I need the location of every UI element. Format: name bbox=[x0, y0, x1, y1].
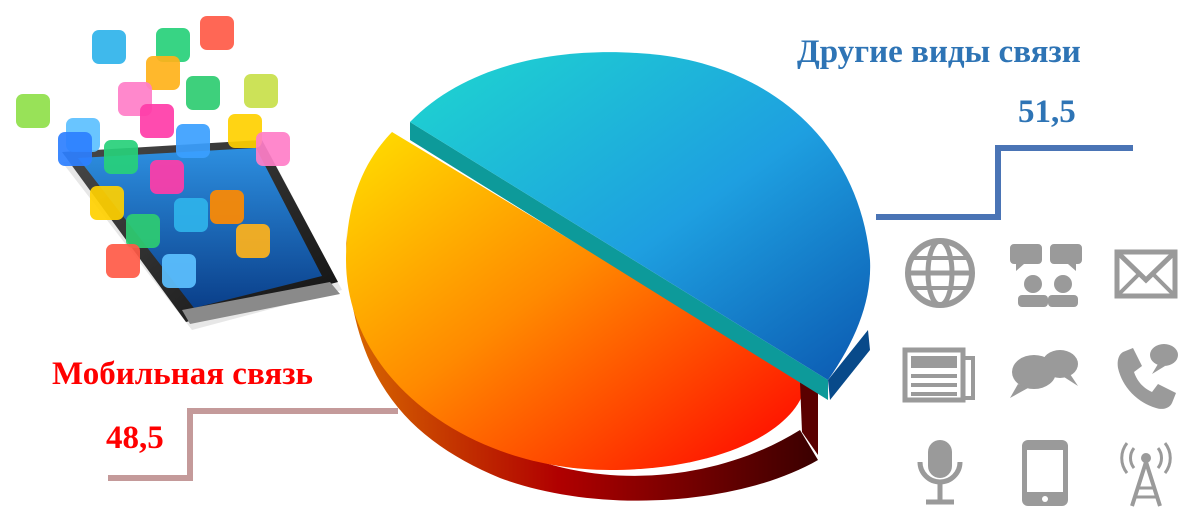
smartphone-illustration bbox=[16, 16, 342, 330]
people-talking-icon bbox=[1010, 244, 1082, 307]
app-tile-icon bbox=[150, 160, 184, 194]
app-tile-icon bbox=[256, 132, 290, 166]
app-tile-icon bbox=[104, 140, 138, 174]
slice-label-mobile: Мобильная связь bbox=[52, 356, 313, 392]
slice-label-other: Другие виды связи bbox=[797, 34, 1081, 70]
globe-icon bbox=[905, 238, 975, 308]
mobile-phone-icon bbox=[1022, 440, 1068, 506]
app-tile-icon bbox=[92, 30, 126, 64]
phone-call-icon bbox=[1117, 344, 1178, 409]
envelope-icon bbox=[1114, 249, 1178, 299]
app-tile-icon bbox=[186, 76, 220, 110]
app-tile-icon bbox=[200, 16, 234, 50]
app-tile-icon bbox=[140, 104, 174, 138]
leader-line-other bbox=[876, 145, 1133, 220]
app-tile-icon bbox=[106, 244, 140, 278]
slice-value-other: 51,5 bbox=[1018, 94, 1076, 130]
leader-line-mobile bbox=[108, 408, 398, 481]
radio-tower-icon bbox=[1120, 442, 1172, 507]
app-tile-icon bbox=[16, 94, 50, 128]
pie-slice-other bbox=[410, 52, 871, 400]
microphone-icon bbox=[917, 440, 963, 505]
app-tile-icon bbox=[174, 198, 208, 232]
app-tile-icon bbox=[176, 124, 210, 158]
pie-chart bbox=[346, 52, 871, 501]
chat-bubbles-icon bbox=[1010, 350, 1078, 398]
app-tile-icon bbox=[210, 190, 244, 224]
slice-value-mobile: 48,5 bbox=[106, 420, 164, 456]
app-tile-icon bbox=[90, 186, 124, 220]
app-tile-icon bbox=[126, 214, 160, 248]
app-tile-icon bbox=[236, 224, 270, 258]
app-tile-icon bbox=[228, 114, 262, 148]
newspaper-icon bbox=[902, 347, 975, 403]
app-tile-icon bbox=[244, 74, 278, 108]
app-tile-icon bbox=[156, 28, 190, 62]
app-tile-icon bbox=[146, 56, 180, 90]
app-tile-icon bbox=[162, 254, 196, 288]
pie-slice-mobile bbox=[346, 132, 818, 501]
app-tile-icon bbox=[58, 132, 92, 166]
